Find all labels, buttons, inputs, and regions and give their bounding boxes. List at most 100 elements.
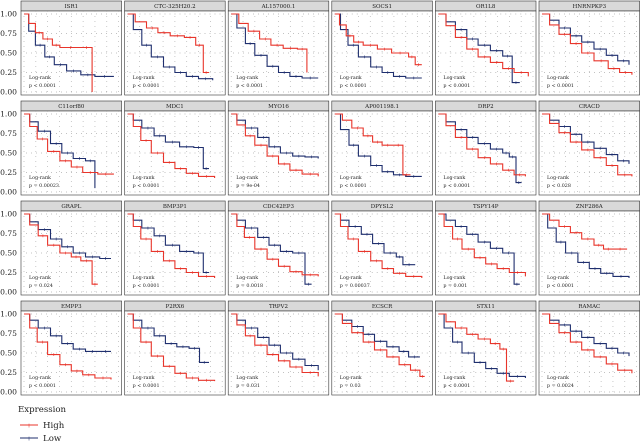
km-panel: CRACD Log-rank p < 0.028 [538, 100, 640, 196]
panel-gene-title: EMPP3 [61, 304, 82, 310]
y-tick-label: 1.00 [0, 110, 17, 119]
y-tick-label: 1.00 [0, 10, 17, 19]
km-panel: CDC42EP3 Log-rank p = 0.0018 [227, 200, 330, 296]
legend-high-marker: + [26, 423, 31, 430]
y-tick-label: 0.00 [0, 388, 17, 397]
survival-curve-low [24, 313, 111, 352]
km-panel: P2RX6 Log-rank p < 0.0001 [124, 300, 226, 396]
logrank-label: Log-rank [29, 175, 51, 181]
panel-gene-title: C11orf80 [58, 104, 85, 110]
km-panel: CTC-325H20.2 Log-rank p < 0.0001 [124, 0, 226, 96]
p-value-label: p < 0.0001 [547, 283, 574, 289]
p-value-label: p = 0.00037 [340, 283, 370, 289]
km-panel: OR1L8 Log-rank p < 0.0001 [435, 0, 537, 96]
panel-gene-title: DRP2 [478, 104, 494, 110]
survival-curve-high [127, 313, 216, 382]
km-panel: BMP3P1 Log-rank p < 0.0001 [124, 200, 226, 296]
km-panel: C11orf80 Log-rank p = 0.00023 [20, 100, 122, 196]
panel-gene-title: ISR1 [65, 4, 79, 10]
p-value-label: p < 0.0001 [133, 383, 160, 389]
panel-gene-title: OR1L8 [476, 4, 496, 10]
survival-curve-high [334, 213, 423, 278]
logrank-label: Log-rank [547, 375, 569, 381]
survival-curve-low [438, 13, 520, 84]
p-value-label: p < 0.0001 [29, 83, 56, 89]
logrank-label: Log-rank [547, 175, 569, 181]
logrank-label: Log-rank [29, 275, 51, 281]
logrank-label: Log-rank [340, 275, 362, 281]
y-tick-label: 0.75 [0, 29, 17, 38]
logrank-label: Log-rank [133, 375, 155, 381]
survival-curve-low [127, 13, 214, 81]
km-panel: HNRNPKP3 Log-rank p < 0.0001 [538, 0, 640, 96]
p-value-label: p = 0.00023 [29, 183, 59, 189]
y-tick-label: 0.25 [0, 168, 17, 177]
y-tick-label: 0.75 [0, 229, 17, 238]
logrank-label: Log-rank [133, 75, 155, 81]
panel-gene-title: ZNF286A [576, 204, 604, 210]
km-panel: STX11 Log-rank p < 0.0001 [435, 300, 537, 396]
logrank-label: Log-rank [340, 175, 362, 181]
km-panel: SOCS1 Log-rank p < 0.0001 [331, 0, 433, 96]
panel-gene-title: RAMAC [578, 304, 600, 310]
survival-curve-high [438, 13, 529, 77]
logrank-label: Log-rank [340, 375, 362, 381]
p-value-label: p < 0.0001 [133, 283, 160, 289]
panel-gene-title: BMP3P1 [163, 204, 187, 210]
legend-low-marker: + [26, 436, 31, 443]
logrank-label: Log-rank [340, 75, 362, 81]
y-tick-label: 0.50 [0, 249, 17, 258]
y-tick-label: 0.50 [0, 349, 17, 358]
survival-curve-high [127, 113, 216, 178]
p-value-label: p = 0.001 [443, 283, 467, 289]
panel-gene-title: ECSCR [372, 304, 393, 310]
km-panel: ECSCR Log-rank p = 0.03 [331, 300, 433, 396]
panel-gene-title: MDC1 [166, 104, 184, 110]
survival-curve-high [127, 213, 216, 278]
p-value-label: p < 0.0001 [340, 83, 367, 89]
survival-curve-low [542, 313, 630, 357]
km-panel: TSPY14P Log-rank p = 0.001 [435, 200, 537, 296]
p-value-label: p < 0.0001 [236, 83, 263, 89]
logrank-label: Log-rank [236, 175, 258, 181]
km-panel: TRPV2 Log-rank p = 0.031 [227, 300, 330, 396]
km-panel: ISR1 Log-rank p < 0.0001 [20, 0, 122, 96]
y-tick-label: 1.00 [0, 310, 17, 319]
survival-curve-high [438, 113, 526, 177]
panel-gene-title: HNRNPKP3 [573, 4, 607, 10]
panel-gene-title: MYO16 [268, 104, 289, 110]
survival-curve-low [438, 213, 520, 285]
y-tick-label: 0.75 [0, 129, 17, 138]
legend-label-high: High [43, 421, 65, 431]
survival-curve-low [542, 13, 630, 65]
p-value-label: p = 9e-04 [236, 183, 260, 189]
km-panel: RAMAC Log-rank p = 0.0024 [538, 300, 640, 396]
p-value-label: p < 0.0001 [29, 383, 56, 389]
km-panel: AP001198.1 Log-rank p < 0.0001 [331, 100, 433, 196]
survival-curve-high [127, 13, 209, 74]
y-tick-label: 0.00 [0, 88, 17, 97]
p-value-label: p < 0.0001 [443, 183, 470, 189]
p-value-label: p = 0.03 [340, 383, 361, 389]
survival-curve-high [231, 313, 319, 377]
legend-title: Expression [18, 405, 67, 415]
survival-curve-low [542, 213, 630, 278]
survival-curve-high [24, 213, 98, 285]
logrank-label: Log-rank [547, 275, 569, 281]
logrank-label: Log-rank [236, 275, 258, 281]
y-tick-label: 0.75 [0, 329, 17, 338]
panel-gene-title: CDC42EP3 [263, 204, 295, 210]
km-panel: DPYSL2 Log-rank p = 0.00037 [331, 200, 433, 296]
y-tick-label: 0.50 [0, 149, 17, 158]
panel-gene-title: AL157000.1 [261, 4, 296, 10]
legend-label-low: Low [43, 434, 62, 444]
survival-curve-low [127, 213, 209, 274]
p-value-label: p = 0.024 [29, 283, 53, 289]
panel-gene-title: TRPV2 [269, 304, 288, 310]
logrank-label: Log-rank [236, 75, 258, 81]
panel-gene-title: TSPY14P [473, 204, 499, 210]
p-value-label: p < 0.0001 [133, 183, 160, 189]
survival-curve-high [542, 13, 633, 75]
logrank-label: Log-rank [547, 75, 569, 81]
